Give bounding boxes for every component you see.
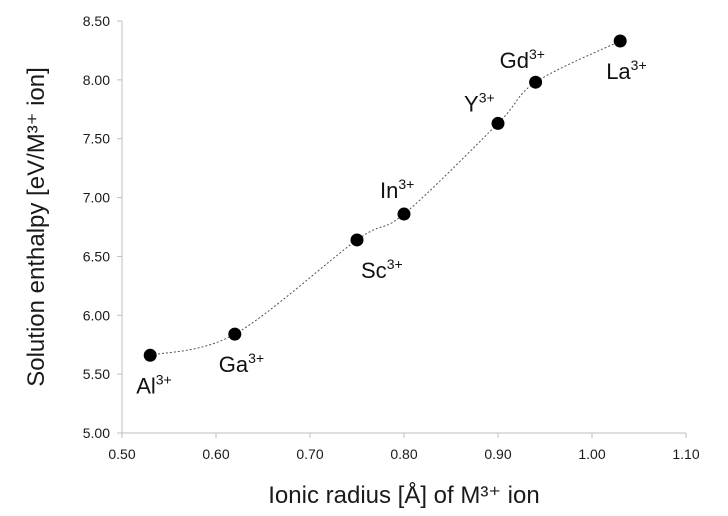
point-label-charge: 3+ (398, 176, 414, 192)
point-label-y: Y3+ (464, 89, 495, 116)
point-label-element: Al (136, 373, 156, 398)
y-tick-label: 8.00 (83, 72, 110, 88)
point-label-element: In (380, 178, 398, 203)
data-point-la (613, 34, 627, 48)
point-label-element: Ga (219, 352, 249, 377)
x-tick-group: 0.50 0.60 0.70 0.80 0.90 1.00 1.10 (108, 433, 700, 462)
data-point-y (491, 116, 505, 130)
y-tick-label: 8.50 (83, 13, 110, 29)
y-tick-label: 6.50 (83, 248, 110, 264)
point-label-ga: Ga3+ (219, 350, 264, 377)
point-label-element: La (606, 59, 631, 84)
point-label-sc: Sc3+ (361, 256, 403, 283)
point-label-element: Sc (361, 258, 387, 283)
point-label-charge: 3+ (156, 371, 172, 387)
x-axis-title: Ionic radius [Å] of M³⁺ ion (268, 481, 539, 509)
y-tick-group: 5.00 5.50 6.00 6.50 7.00 7.50 8.00 8.50 (83, 13, 122, 441)
point-label-group: Al3+Ga3+Sc3+In3+Y3+Gd3+La3+ (136, 46, 646, 398)
point-label-element: Gd (500, 48, 529, 73)
x-tick-label: 0.80 (390, 446, 417, 462)
x-tick-label: 0.70 (296, 446, 323, 462)
y-tick-label: 7.00 (83, 190, 110, 206)
axes (121, 21, 686, 434)
point-label-al: Al3+ (136, 371, 172, 398)
point-label-gd: Gd3+ (500, 46, 545, 73)
data-point-al (143, 348, 157, 362)
data-point-group (143, 34, 627, 362)
data-point-ga (228, 327, 242, 341)
point-label-charge: 3+ (479, 89, 495, 105)
x-tick-label: 0.50 (108, 446, 135, 462)
point-label-charge: 3+ (387, 256, 403, 272)
x-tick-label: 0.60 (202, 446, 229, 462)
y-tick-label: 7.50 (83, 131, 110, 147)
point-label-la: La3+ (606, 57, 646, 84)
point-label-in: In3+ (380, 176, 414, 203)
point-label-charge: 3+ (248, 350, 264, 366)
x-tick-label: 1.10 (672, 446, 699, 462)
point-label-element: Y (464, 91, 479, 116)
x-tick-label: 1.00 (578, 446, 605, 462)
x-tick-label: 0.90 (484, 446, 511, 462)
point-label-charge: 3+ (529, 46, 545, 62)
data-point-gd (529, 75, 543, 89)
y-tick-label: 5.00 (83, 425, 110, 441)
y-axis-title: Solution enthalpy [eV/M³⁺ ion] (23, 67, 50, 387)
y-tick-label: 6.00 (83, 307, 110, 323)
y-tick-label: 5.50 (83, 366, 110, 382)
data-point-sc (350, 233, 364, 247)
data-point-in (397, 207, 411, 221)
point-label-charge: 3+ (631, 57, 647, 73)
